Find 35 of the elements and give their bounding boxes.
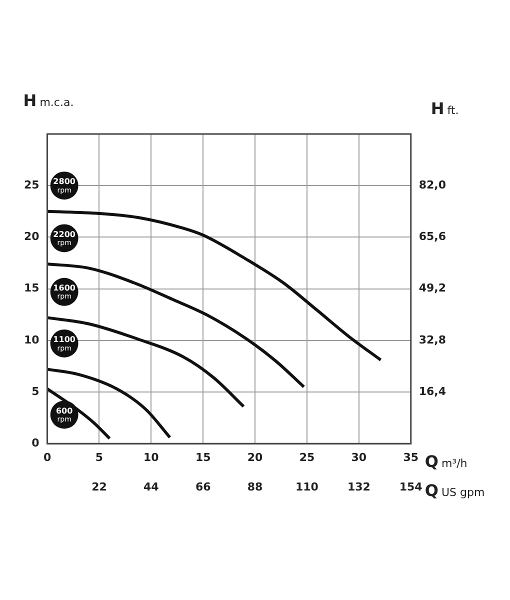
y-tick-label: 25 [24,178,40,192]
line-series [47,368,172,439]
x2-tick-label: 66 [195,480,212,494]
x2-tick-label: 22 [92,480,107,494]
x2-tick-label: 44 [144,480,160,494]
x2-axis-title: Q US gpm [424,481,485,500]
x-tick-label: 20 [247,451,264,464]
x2-tick-label: 88 [247,480,263,494]
y2-tick-label: 16,4 [418,384,446,398]
y-axis-title: H m.c.a. [23,91,74,110]
x2-tick-label: 110 [296,480,319,494]
y2-tick-label: 32,8 [418,333,446,346]
y-tick-label: 10 [24,333,40,346]
x-tick-label: 5 [95,451,104,464]
line-series [47,387,112,440]
line-series [47,262,306,388]
x-tick-label: 0 [43,451,52,464]
line-series [47,316,246,408]
x-tick-label: 35 [403,451,419,464]
x2-tick-label: 132 [347,480,370,494]
y2-axis-title: H ft. [430,99,459,118]
y-tick-label: 5 [32,384,40,398]
y2-tick-label: 65,6 [418,230,446,244]
x2-tick-label: 154 [399,480,423,494]
x-tick-label: 25 [299,451,315,464]
x-tick-label: 10 [144,451,160,464]
y-tick-label: 15 [24,282,40,295]
y-tick-label: 20 [24,230,40,244]
line-series [47,210,382,362]
y2-tick-label: 82,0 [418,178,446,192]
y2-tick-label: 49,2 [418,282,446,295]
x-axis-title: Q m³/h [424,452,468,471]
x-tick-label: 30 [351,451,367,464]
y-tick-label: 0 [32,436,40,450]
x-tick-label: 15 [195,451,211,464]
